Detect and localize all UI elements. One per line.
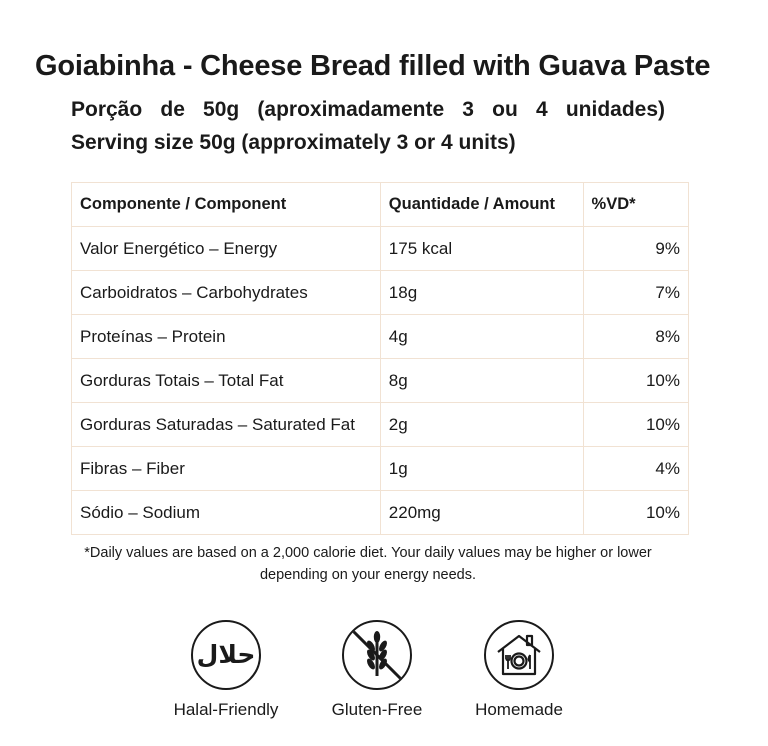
cell-component: Proteínas – Protein [71,314,381,359]
cell-amount: 2g [379,402,584,447]
cell-component: Fibras – Fiber [71,446,381,491]
table-row: Valor Energético – Energy 175 kcal 9% [71,226,690,271]
serving-size-en: Serving size 50g (approximately 3 or 4 u… [71,131,516,154]
cell-dv: 4% [582,446,690,491]
cell-component: Gorduras Totais – Total Fat [71,358,381,403]
table-row: Gorduras Saturadas – Saturated Fat 2g 10… [71,402,690,447]
cell-amount: 1g [379,446,584,491]
header-amount: Quantidade / Amount [379,182,584,227]
homemade-icon [484,620,554,690]
cell-component: Valor Energético – Energy [71,226,381,271]
cell-amount: 4g [379,314,584,359]
cell-dv: 8% [582,314,690,359]
cell-amount: 175 kcal [379,226,584,271]
table-row: Carboidratos – Carbohydrates 18g 7% [71,270,690,315]
cell-amount: 8g [379,358,584,403]
cell-dv: 9% [582,226,690,271]
header-component: Componente / Component [71,182,381,227]
badge-label: Halal-Friendly [173,700,279,719]
daily-value-footnote: *Daily values are based on a 2,000 calor… [84,545,652,583]
table-row: Gorduras Totais – Total Fat 8g 10% [71,358,690,403]
table-row: Proteínas – Protein 4g 8% [71,314,690,359]
badge-homemade: Homemade [449,620,589,720]
cell-component: Carboidratos – Carbohydrates [71,270,381,315]
serving-size-pt: Porção de 50g (aproximadamente 3 ou 4 un… [71,98,665,121]
table-row: Sódio – Sodium 220mg 10% [71,490,690,535]
wheat-crossed-icon [351,629,403,681]
table-header-row: Componente / Component Quantidade / Amou… [71,182,690,227]
cell-dv: 7% [582,270,690,315]
halal-symbol: حلال [196,640,256,669]
header-dv: %VD* [582,182,690,227]
badge-label: Homemade [475,700,563,719]
nutrition-table: Componente / Component Quantidade / Amou… [71,182,690,535]
cell-dv: 10% [582,402,690,447]
halal-icon: حلال [191,620,261,690]
badge-halal: حلال Halal-Friendly [156,620,296,720]
cell-amount: 18g [379,270,584,315]
gluten-free-icon [342,620,412,690]
table-row: Fibras – Fiber 1g 4% [71,446,690,491]
house-plate-icon [497,634,541,676]
page-title: Goiabinha - Cheese Bread filled with Gua… [35,50,711,82]
cell-dv: 10% [582,490,690,535]
cell-component: Gorduras Saturadas – Saturated Fat [71,402,381,447]
badge-gluten-free: Gluten-Free [307,620,447,720]
badge-label: Gluten-Free [331,700,423,719]
cell-dv: 10% [582,358,690,403]
cell-amount: 220mg [379,490,584,535]
cell-component: Sódio – Sodium [71,490,381,535]
